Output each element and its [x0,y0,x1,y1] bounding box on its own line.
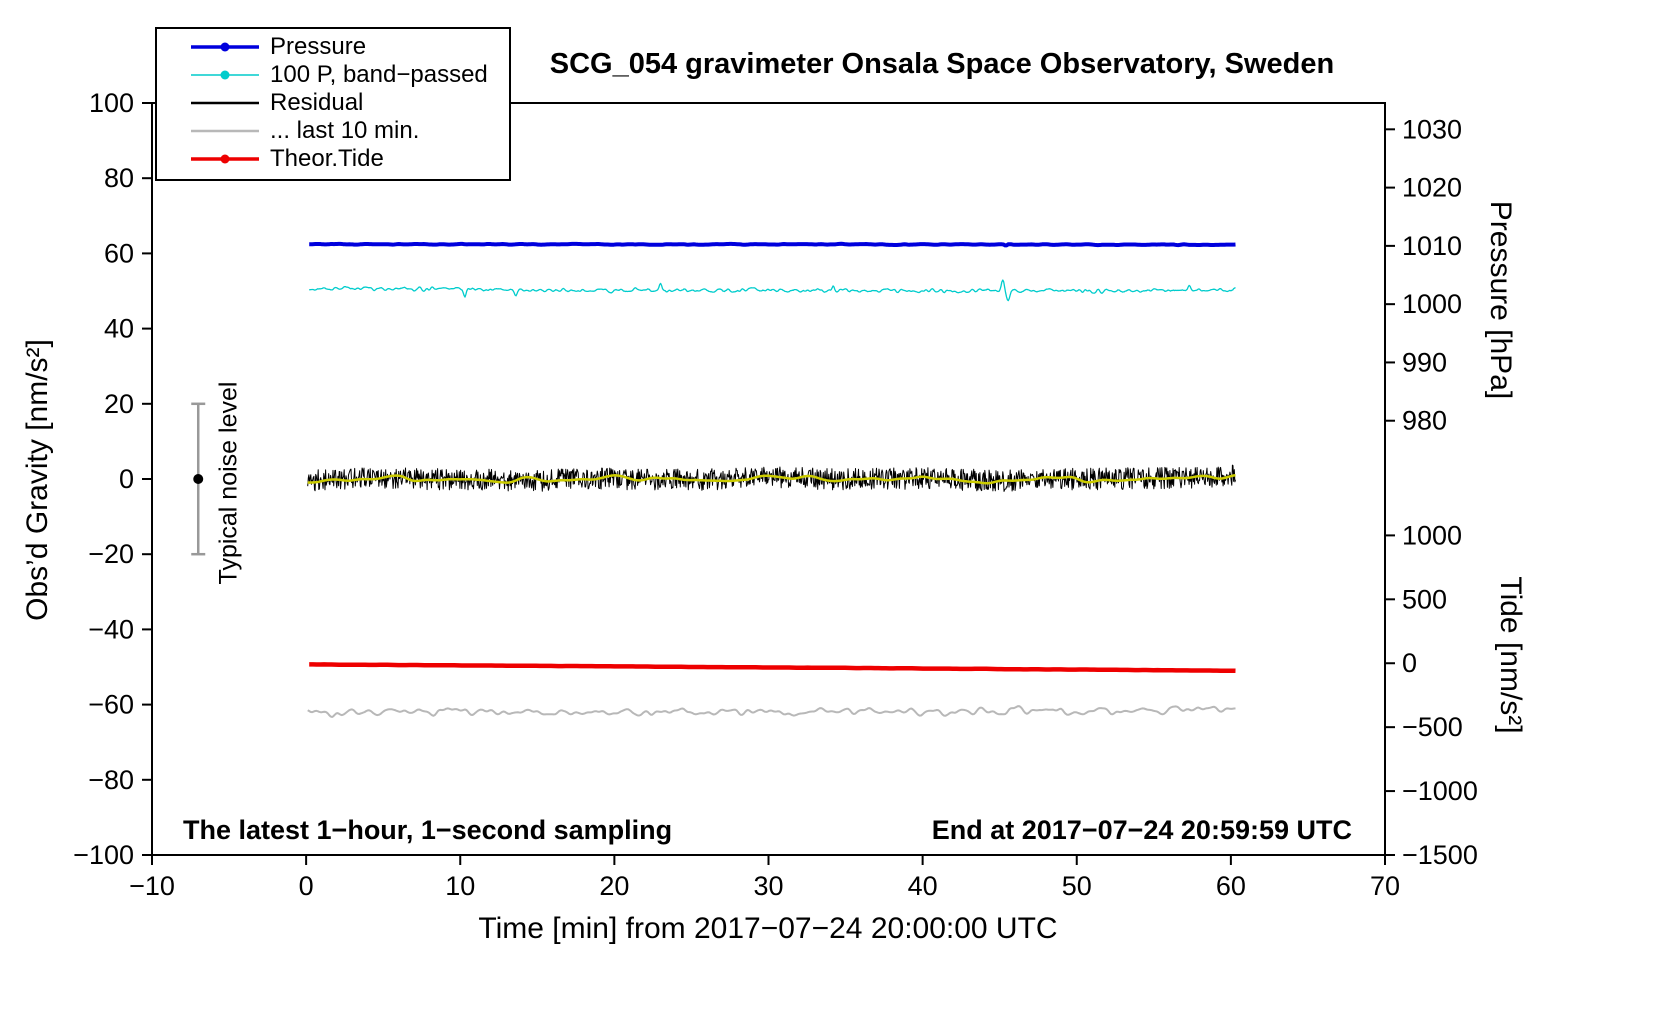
tick-label: 1000 [1402,520,1462,550]
tick-label: −10 [129,871,175,901]
legend-item-band-passed: 100 P, band−passed [157,61,509,89]
noise-level-label: Typical noise level [214,381,243,585]
tick-label: 980 [1402,406,1447,436]
legend-swatch-pressure [191,42,259,52]
tick-label: 20 [104,389,134,419]
legend-swatch-residual [191,101,259,105]
tick-label: −40 [88,614,134,644]
legend-item-label: ... last 10 min. [270,117,420,144]
series-layer [307,241,1236,718]
tick-label: 1010 [1402,231,1462,261]
tick-label: −60 [88,690,134,720]
tick-label: −80 [88,765,134,795]
tick-label: 1030 [1402,114,1462,144]
tick-label: 10 [445,871,475,901]
y-axis-gravity: 100 80 60 40 20 0 −20 −40 −60 −80 −100 [73,88,152,870]
legend-swatch-theor-tide [191,154,259,164]
legend-item-label: Pressure [270,33,367,60]
tick-label: −1000 [1402,776,1478,806]
tick-label: 100 [89,88,134,118]
tick-label: 0 [119,464,134,494]
tick-label: 1000 [1402,289,1462,319]
series-last10min [307,705,1236,718]
tick-label: 30 [753,871,783,901]
legend-item-last-10-min: ... last 10 min. [157,117,509,145]
tick-label: 40 [104,314,134,344]
tick-label: 40 [908,871,938,901]
noise-dot [193,474,204,484]
tick-label: −20 [88,539,134,569]
legend-item-label: Theor.Tide [270,145,384,172]
legend-item-residual: Residual [157,89,509,117]
y-axis-tide: 1000 500 0 −500 −1000 −1500 [1385,520,1478,870]
tick-label: 60 [104,238,134,268]
series-theor_tide [309,662,1236,674]
legend-item-label: Residual [270,89,364,116]
tick-label: −500 [1402,712,1463,742]
tick-label: 1020 [1402,173,1462,203]
end-time-annotation: End at 2017−07−24 20:59:59 UTC [931,815,1352,845]
tick-label: 80 [104,163,134,193]
tick-label: 0 [299,871,314,901]
series-band_passed [309,279,1236,302]
series-pressure [308,241,1236,248]
tick-label: 70 [1370,871,1400,901]
tick-label: −1500 [1402,840,1478,870]
legend-swatch-band-passed [191,70,259,80]
tick-label: 50 [1062,871,1092,901]
y-axis-label-gravity: Obs’d Gravity [nm/s²] [21,339,54,621]
legend-item-label: 100 P, band−passed [270,61,488,88]
legend: Pressure 100 P, band−passed Residual ...… [155,27,511,181]
legend-swatch-last-10-min [191,129,259,133]
noise-level-marker [191,402,206,556]
chart-title: SCG_054 gravimeter Onsala Space Observat… [549,48,1335,80]
tick-label: 0 [1402,648,1417,678]
tick-label: 20 [599,871,629,901]
x-axis: −10 0 10 20 30 40 50 60 70 [129,855,1400,901]
x-axis-label: Time [min] from 2017−07−24 20:00:00 UTC [478,912,1058,945]
tick-label: 990 [1402,347,1447,377]
y-axis-pressure: 1030 1020 1010 1000 990 980 [1385,114,1462,436]
y-axis-label-pressure: Pressure [hPa] [1484,200,1517,400]
sampling-annotation: The latest 1−hour, 1−second sampling [183,815,673,845]
tick-label: −100 [73,840,134,870]
tick-label: 500 [1402,584,1447,614]
legend-item-pressure: Pressure [157,33,509,61]
series-residual_lowpass [307,474,1236,485]
y-axis-label-tide: Tide [nm/s²] [1494,576,1527,734]
tick-label: 60 [1216,871,1246,901]
legend-item-theor-tide: Theor.Tide [157,145,509,173]
